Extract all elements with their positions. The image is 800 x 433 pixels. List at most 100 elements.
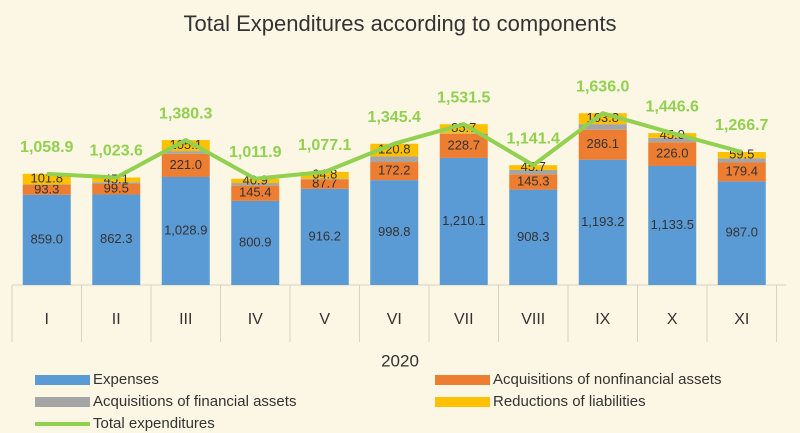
bar-segment xyxy=(509,174,558,190)
chart-title: Total Expenditures according to componen… xyxy=(184,11,617,36)
data-label: 93.3 xyxy=(34,181,59,196)
x-tick-label: I xyxy=(45,311,49,328)
legend-label: Total expenditures xyxy=(93,415,215,432)
x-tick-label: IV xyxy=(248,311,263,328)
bar-segment xyxy=(231,200,280,285)
legend-swatch xyxy=(35,397,90,407)
line-label: 1,058.9 xyxy=(20,139,73,156)
legend-label: Acquisitions of nonfinancial assets xyxy=(493,371,721,388)
bar-segment xyxy=(300,171,349,179)
bar-segment xyxy=(231,178,280,184)
bar-segment xyxy=(717,158,766,163)
x-tick-label: VII xyxy=(454,311,474,328)
bar-segment xyxy=(717,181,766,285)
bar-segment xyxy=(717,162,766,182)
bar-segment xyxy=(300,179,349,189)
data-label: 226.0 xyxy=(656,146,689,161)
legend-label: Reductions of liabilities xyxy=(493,393,646,410)
bar-segment xyxy=(22,185,71,195)
line-label: 1,531.5 xyxy=(437,89,490,106)
bar-segment xyxy=(509,189,558,285)
line-label: 1,077.1 xyxy=(298,137,351,154)
bar-segment xyxy=(717,151,766,159)
line-label: 1,446.6 xyxy=(646,98,699,115)
line-label: 1,345.4 xyxy=(368,109,421,126)
bar-segment xyxy=(578,113,627,125)
data-label: 179.4 xyxy=(725,163,758,178)
data-label: 172.2 xyxy=(378,163,411,178)
bar-segment xyxy=(578,124,627,130)
bar-segment xyxy=(161,140,210,152)
legend-label: Acquisitions of financial assets xyxy=(93,393,296,410)
line-label: 1,380.3 xyxy=(159,105,212,122)
bar-segment xyxy=(231,183,280,186)
bar-segment xyxy=(92,182,141,185)
data-label: 1,210.1 xyxy=(442,213,485,228)
data-label: 105.1 xyxy=(169,137,202,152)
bar-segment xyxy=(648,165,697,285)
x-tick-label: II xyxy=(112,311,121,328)
x-tick-label: X xyxy=(667,311,678,328)
legend-swatch xyxy=(435,375,490,385)
bar-segment xyxy=(578,129,627,160)
bar-segment xyxy=(370,156,419,163)
bar-segment xyxy=(439,133,488,134)
data-label: 145.3 xyxy=(517,173,550,188)
bar-segment xyxy=(300,188,349,285)
data-label: 1,133.5 xyxy=(651,217,694,232)
data-label: 1,028.9 xyxy=(164,222,207,237)
x-tick-label: XI xyxy=(734,311,749,328)
data-label: 85.7 xyxy=(451,120,476,135)
x-tick-label: IX xyxy=(595,311,610,328)
x-tick-label: VIII xyxy=(521,311,545,328)
data-label: 859.0 xyxy=(30,231,63,246)
data-label: 228.7 xyxy=(447,137,480,152)
data-label: 862.3 xyxy=(100,231,133,246)
line-label: 1,023.6 xyxy=(90,143,143,160)
bar-segment xyxy=(439,157,488,285)
legend-swatch xyxy=(435,397,490,407)
x-tick-label: V xyxy=(319,311,330,328)
bar-segment xyxy=(370,180,419,285)
x-axis-title: 2020 xyxy=(381,351,419,370)
x-tick-label: III xyxy=(179,311,192,328)
bar-segment xyxy=(300,178,349,180)
x-tick-label: VI xyxy=(387,311,402,328)
legend-swatch xyxy=(35,375,90,385)
bar-segment xyxy=(648,137,697,143)
bar-segment xyxy=(161,176,210,285)
bar-segment xyxy=(578,159,627,285)
bar-segment xyxy=(22,184,71,186)
bar-segment xyxy=(509,165,558,170)
bar-segment xyxy=(648,133,697,138)
bar-segment xyxy=(509,169,558,175)
total-line xyxy=(46,111,743,181)
bar-segment xyxy=(231,185,280,201)
bar-segment xyxy=(439,133,488,158)
data-label: 1,193.2 xyxy=(581,214,624,229)
data-label: 221.0 xyxy=(169,157,202,172)
bar-segment xyxy=(92,177,141,183)
bar-segment xyxy=(161,153,210,177)
bar-segment xyxy=(161,151,210,154)
legend-label: Expenses xyxy=(93,371,159,388)
data-label: 987.0 xyxy=(725,225,758,240)
line-label: 1,011.9 xyxy=(229,144,282,161)
bar-segment xyxy=(22,194,71,285)
data-label: 998.8 xyxy=(378,224,411,239)
line-label: 1,636.0 xyxy=(576,78,629,95)
data-label: 916.2 xyxy=(308,228,341,243)
bar-segment xyxy=(92,184,141,195)
line-label: 1,266.7 xyxy=(715,117,768,134)
bar-segment xyxy=(22,173,71,185)
data-label: 286.1 xyxy=(586,136,619,151)
bar-segment xyxy=(439,124,488,134)
bar-segment xyxy=(92,194,141,285)
data-label: 800.9 xyxy=(239,234,272,249)
line-label: 1,141.4 xyxy=(507,130,560,147)
bar-segment xyxy=(648,142,697,166)
data-label: 99.5 xyxy=(104,181,129,196)
data-label: 908.3 xyxy=(517,229,550,244)
data-label: 145.4 xyxy=(239,185,272,200)
